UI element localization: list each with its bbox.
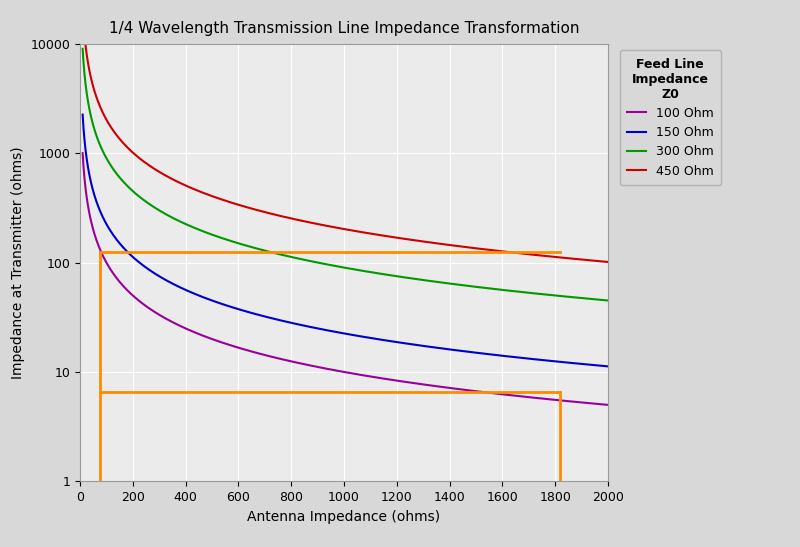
150 Ohm bbox=[510, 354, 519, 360]
100 Ohm bbox=[510, 392, 519, 399]
450 Ohm bbox=[278, 213, 288, 220]
450 Ohm bbox=[174, 179, 183, 185]
450 Ohm bbox=[510, 249, 519, 256]
150 Ohm bbox=[603, 363, 613, 370]
300 Ohm bbox=[419, 277, 429, 283]
150 Ohm bbox=[470, 349, 479, 356]
300 Ohm bbox=[510, 288, 519, 294]
X-axis label: Antenna Impedance (ohms): Antenna Impedance (ohms) bbox=[247, 510, 441, 523]
100 Ohm bbox=[470, 388, 479, 394]
100 Ohm bbox=[419, 381, 429, 388]
450 Ohm bbox=[419, 238, 429, 245]
100 Ohm bbox=[78, 150, 87, 156]
450 Ohm bbox=[470, 245, 479, 252]
300 Ohm bbox=[393, 273, 402, 280]
450 Ohm bbox=[603, 259, 613, 265]
300 Ohm bbox=[603, 297, 613, 304]
150 Ohm bbox=[393, 339, 402, 346]
450 Ohm bbox=[78, 7, 87, 14]
100 Ohm bbox=[278, 356, 288, 363]
100 Ohm bbox=[603, 401, 613, 408]
Line: 100 Ohm: 100 Ohm bbox=[82, 153, 608, 405]
150 Ohm bbox=[78, 112, 87, 118]
150 Ohm bbox=[419, 343, 429, 350]
150 Ohm bbox=[278, 318, 288, 324]
Line: 150 Ohm: 150 Ohm bbox=[82, 115, 608, 366]
Y-axis label: Impedance at Transmitter (ohms): Impedance at Transmitter (ohms) bbox=[11, 146, 25, 379]
Line: 300 Ohm: 300 Ohm bbox=[82, 49, 608, 300]
150 Ohm bbox=[174, 283, 183, 290]
300 Ohm bbox=[174, 217, 183, 224]
100 Ohm bbox=[174, 322, 183, 328]
Legend: 100 Ohm, 150 Ohm, 300 Ohm, 450 Ohm: 100 Ohm, 150 Ohm, 300 Ohm, 450 Ohm bbox=[619, 50, 721, 185]
300 Ohm bbox=[470, 283, 479, 290]
Title: 1/4 Wavelength Transmission Line Impedance Transformation: 1/4 Wavelength Transmission Line Impedan… bbox=[109, 21, 579, 36]
100 Ohm bbox=[393, 377, 402, 384]
Line: 450 Ohm: 450 Ohm bbox=[82, 10, 608, 262]
450 Ohm bbox=[393, 235, 402, 241]
300 Ohm bbox=[78, 45, 87, 52]
300 Ohm bbox=[278, 252, 288, 258]
